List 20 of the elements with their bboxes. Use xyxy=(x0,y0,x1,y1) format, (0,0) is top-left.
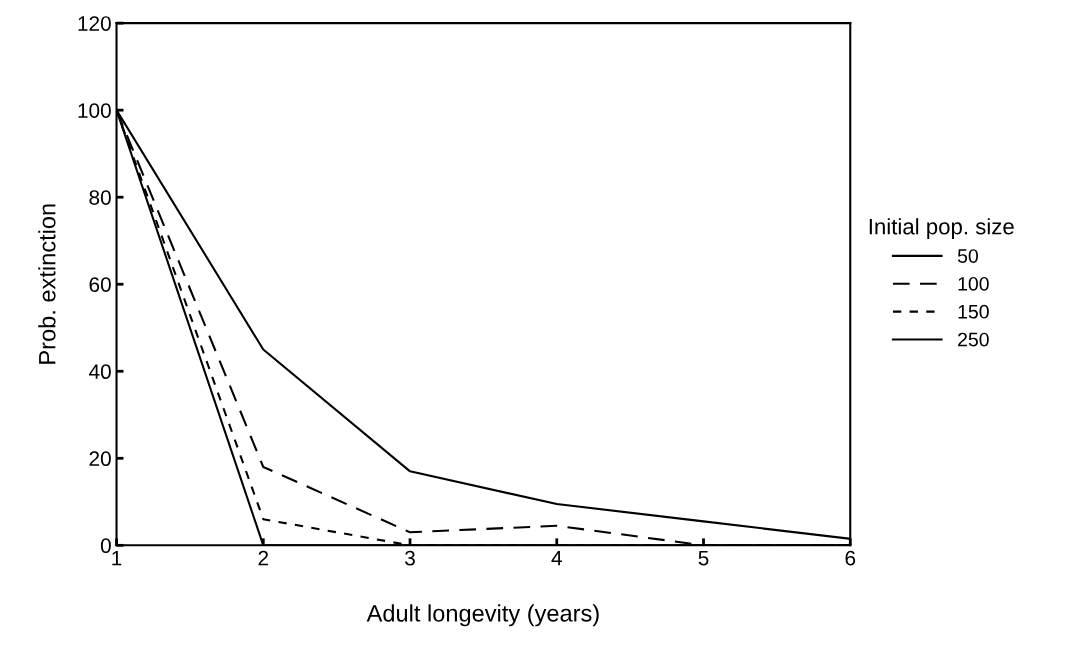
x-axis-title: Adult longevity (years) xyxy=(366,604,599,627)
y-tick-label: 120 xyxy=(78,16,111,31)
y-tick-label: 60 xyxy=(89,277,111,292)
x-tick-label: 5 xyxy=(698,550,709,566)
y-tick-label: 20 xyxy=(89,451,111,467)
legend-label: 100 xyxy=(958,276,989,291)
legend-label: 250 xyxy=(958,332,989,347)
legend-label: 150 xyxy=(958,304,989,319)
y-tick-label: 80 xyxy=(89,190,111,205)
y-tick-label: 100 xyxy=(78,103,111,118)
x-tick-label: 1 xyxy=(112,550,122,566)
y-tick-label: 40 xyxy=(88,364,111,380)
y-tick-label: 0 xyxy=(100,538,111,554)
x-tick-label: 2 xyxy=(258,550,269,566)
legend-title: Initial pop. size xyxy=(869,218,1014,239)
legend-label: 50 xyxy=(957,249,978,263)
y-axis-title: Prob. extinction xyxy=(38,204,56,364)
x-tick-label: 6 xyxy=(845,550,856,566)
x-tick-label: 4 xyxy=(551,550,562,566)
x-tick-label: 3 xyxy=(405,550,415,566)
